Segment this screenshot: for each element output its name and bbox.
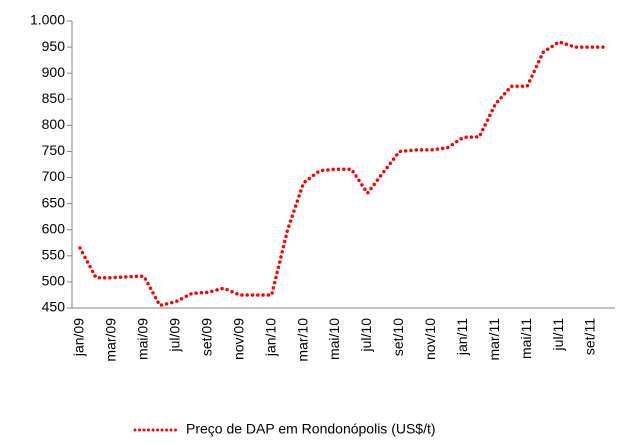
y-tick-label: 850 (42, 90, 66, 106)
y-tick-label: 950 (42, 38, 66, 54)
x-tick-label: mar/09 (103, 318, 119, 362)
y-tick-label: 550 (42, 247, 66, 263)
y-tick-label: 900 (42, 64, 66, 80)
x-tick-label: nov/10 (422, 318, 438, 360)
x-tick-label: jan/09 (71, 318, 87, 357)
x-tick-label: nov/09 (230, 318, 246, 360)
x-tick-label: mai/10 (326, 318, 342, 360)
y-tick-label: 700 (42, 168, 66, 184)
x-tick-label: jan/10 (262, 318, 278, 357)
x-tick-label: set/09 (198, 318, 214, 356)
x-tick-label: mai/09 (135, 318, 151, 360)
x-tick-label: mar/10 (294, 318, 310, 362)
x-tick-label: set/10 (390, 318, 406, 356)
y-tick-label: 1.000 (30, 12, 65, 28)
y-tick-label: 500 (42, 273, 66, 289)
data-line (78, 39, 609, 308)
x-tick-label: jul/10 (358, 318, 374, 353)
y-tick-label: 450 (42, 299, 66, 315)
legend-label: Preço de DAP em Rondonópolis (US$/t) (186, 421, 436, 437)
y-tick-label: 750 (42, 142, 66, 158)
y-tick-label: 800 (42, 116, 66, 132)
x-tick-label: jul/11 (550, 318, 566, 352)
x-tick-label: mai/11 (518, 318, 534, 359)
y-tick-label: 600 (42, 220, 66, 236)
x-tick-label: jul/09 (167, 318, 183, 353)
y-tick-label: 650 (42, 194, 66, 210)
x-tick-label: mar/11 (486, 318, 502, 361)
x-tick-label: set/11 (582, 318, 598, 355)
x-tick-label: jan/11 (454, 318, 470, 356)
